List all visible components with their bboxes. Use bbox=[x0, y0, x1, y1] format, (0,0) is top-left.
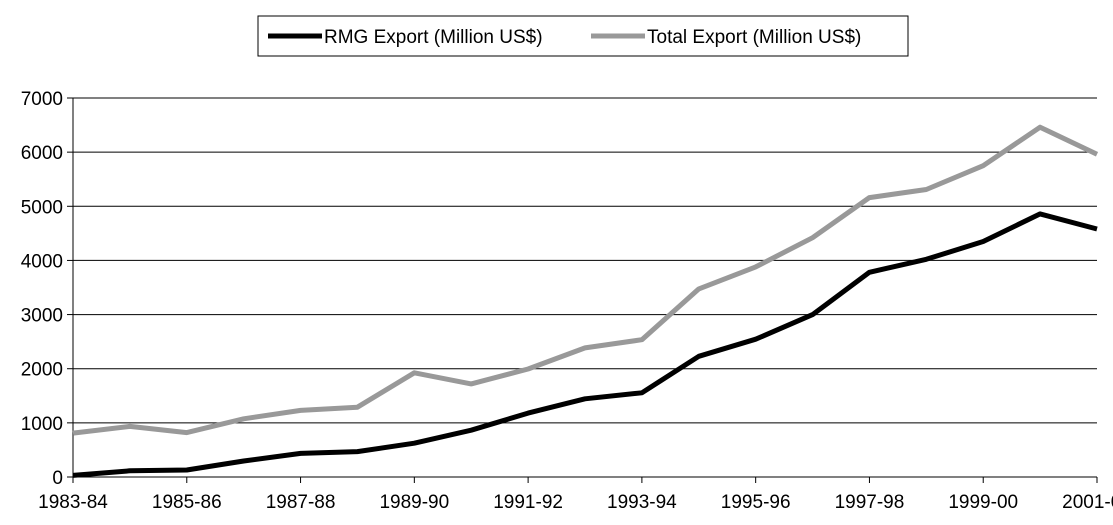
gridlines bbox=[73, 97, 1097, 424]
x-tick-label: 1985-86 bbox=[152, 492, 222, 513]
axes bbox=[72, 98, 1097, 478]
legend: RMG Export (Million US$) Total Export (M… bbox=[257, 15, 909, 57]
y-tick-label: 7000 bbox=[21, 89, 63, 110]
legend-label-total: Total Export (Million US$) bbox=[647, 27, 861, 48]
y-tick-label: 3000 bbox=[21, 306, 63, 327]
x-tick-label: 1987-88 bbox=[266, 492, 336, 513]
x-tick-label: 1993-94 bbox=[607, 492, 677, 513]
y-tick-label: 1000 bbox=[21, 414, 63, 435]
series-lines bbox=[72, 124, 1099, 478]
x-tick-label: 1991-92 bbox=[493, 492, 563, 513]
y-tick-label: 0 bbox=[52, 468, 63, 489]
x-tick-label: 1999-00 bbox=[948, 492, 1018, 513]
legend-label-rmg: RMG Export (Million US$) bbox=[324, 27, 543, 48]
y-tick-label: 4000 bbox=[21, 251, 63, 272]
x-tick-label: 1989-90 bbox=[379, 492, 449, 513]
x-axis-ticks: 1983-84 1985-86 1987-88 1989-90 1991-92 1993-… bbox=[38, 477, 1113, 513]
y-tick-label: 5000 bbox=[21, 197, 63, 218]
series-line-rmg-export bbox=[72, 211, 1098, 478]
x-tick-label: 1995-96 bbox=[721, 492, 791, 513]
x-tick-label: 1983-84 bbox=[38, 492, 108, 513]
y-tick-label: 6000 bbox=[21, 143, 63, 164]
x-tick-label: 1997-98 bbox=[835, 492, 905, 513]
legend-box bbox=[257, 15, 909, 57]
series-line-total-export bbox=[72, 124, 1099, 436]
x-tick-label: 2001-02 bbox=[1062, 492, 1113, 513]
y-tick-label: 2000 bbox=[21, 360, 63, 381]
y-axis-ticks: 0 1000 2000 3000 4000 5000 6000 7000 bbox=[21, 89, 73, 489]
